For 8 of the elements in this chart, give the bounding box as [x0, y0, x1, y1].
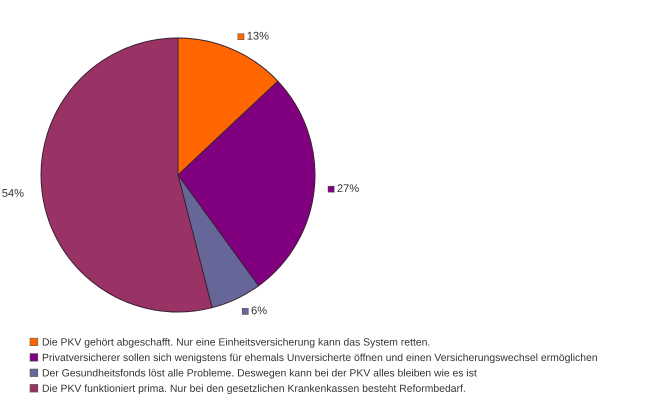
data-label: 6%: [252, 306, 267, 314]
legend-label: Privatversicherer sollen sich wenigstens für ehemals Unversicherte öffnen und einen Versicherungswechsel ermöglichen: [42, 353, 597, 364]
data-label: 54%: [2, 189, 24, 197]
legend-label: Die PKV gehört abgeschafft. Nur eine Einheitsversicherung kann das System retten.: [42, 338, 430, 348]
legend-label: Die PKV funktioniert prima. Nur bei den gesetzlichen Krankenkassen besteht Reformbedarf.: [42, 384, 465, 394]
legend-label: Der Gesundheitsfonds löst alle Probleme. Deswegen kann bei der PKV alles bleiben wie es ist: [42, 368, 477, 379]
data-label: 13%: [248, 32, 269, 40]
data-label: 27%: [337, 184, 359, 192]
